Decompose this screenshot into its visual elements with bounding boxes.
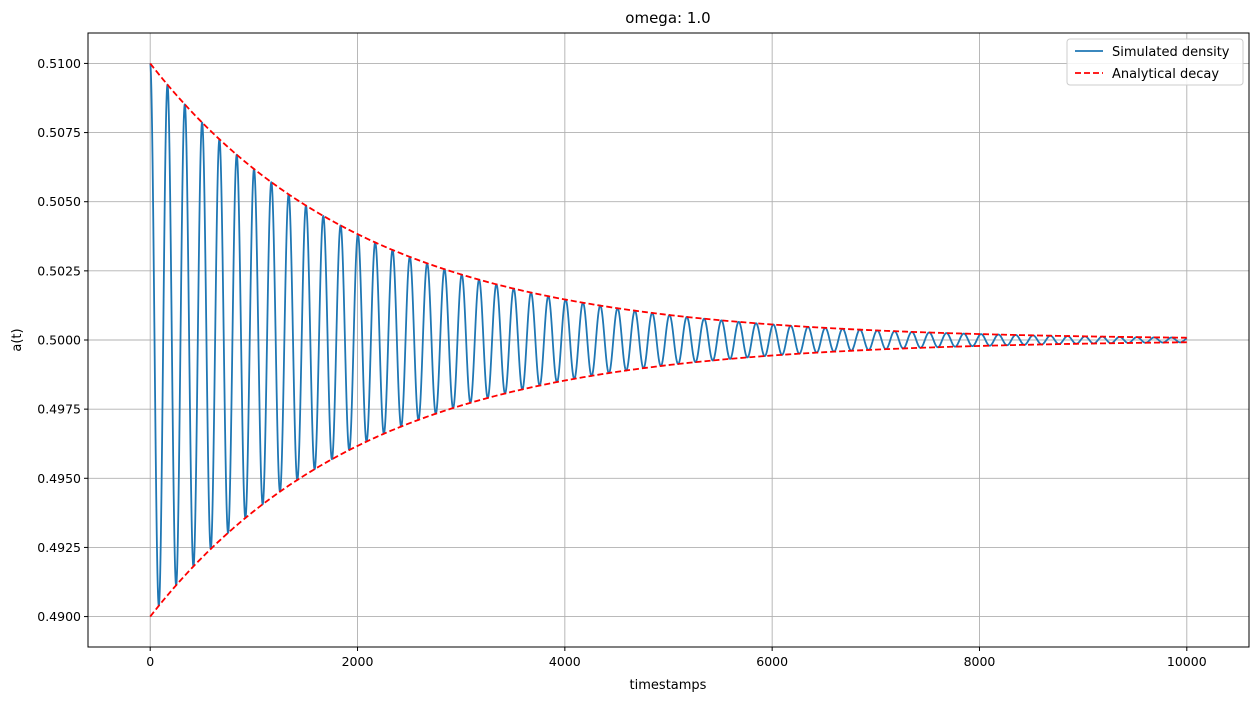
x-tick-label: 4000 — [549, 654, 581, 669]
y-tick-label: 0.4925 — [37, 540, 81, 555]
y-tick-label: 0.4950 — [37, 471, 81, 486]
series-layer — [149, 62, 1188, 618]
series-line-analytical-upper — [149, 62, 1187, 339]
legend: Simulated density Analytical decay — [1066, 38, 1244, 86]
x-tick-label: 0 — [146, 654, 154, 669]
y-tick-label: 0.5025 — [37, 263, 81, 278]
x-tick-label: 8000 — [964, 654, 996, 669]
y-tick-label: 0.5050 — [37, 194, 81, 209]
axis-ticks: 0 2000 4000 6000 8000 10000 0.4900 0.4925 0.4950… — [37, 56, 1206, 669]
y-tick-label: 0.4975 — [37, 402, 81, 417]
series-line-simulated-density — [149, 63, 1188, 607]
y-tick-label: 0.4900 — [37, 609, 81, 624]
x-tick-label: 10000 — [1167, 654, 1207, 669]
chart-title: omega: 1.0 — [625, 9, 710, 27]
x-tick-label: 2000 — [342, 654, 374, 669]
y-axis-label: a(t) — [10, 328, 25, 351]
y-tick-label: 0.5075 — [37, 125, 81, 140]
y-tick-label: 0.5100 — [37, 56, 81, 71]
x-tick-label: 6000 — [756, 654, 788, 669]
y-tick-label: 0.5000 — [37, 333, 81, 348]
legend-box — [1066, 38, 1244, 86]
legend-label-analytical-decay: Analytical decay — [1112, 67, 1219, 82]
legend-label-simulated-density: Simulated density — [1112, 45, 1230, 60]
series-line-analytical-lower — [149, 341, 1187, 618]
x-axis-label: timestamps — [630, 678, 707, 693]
